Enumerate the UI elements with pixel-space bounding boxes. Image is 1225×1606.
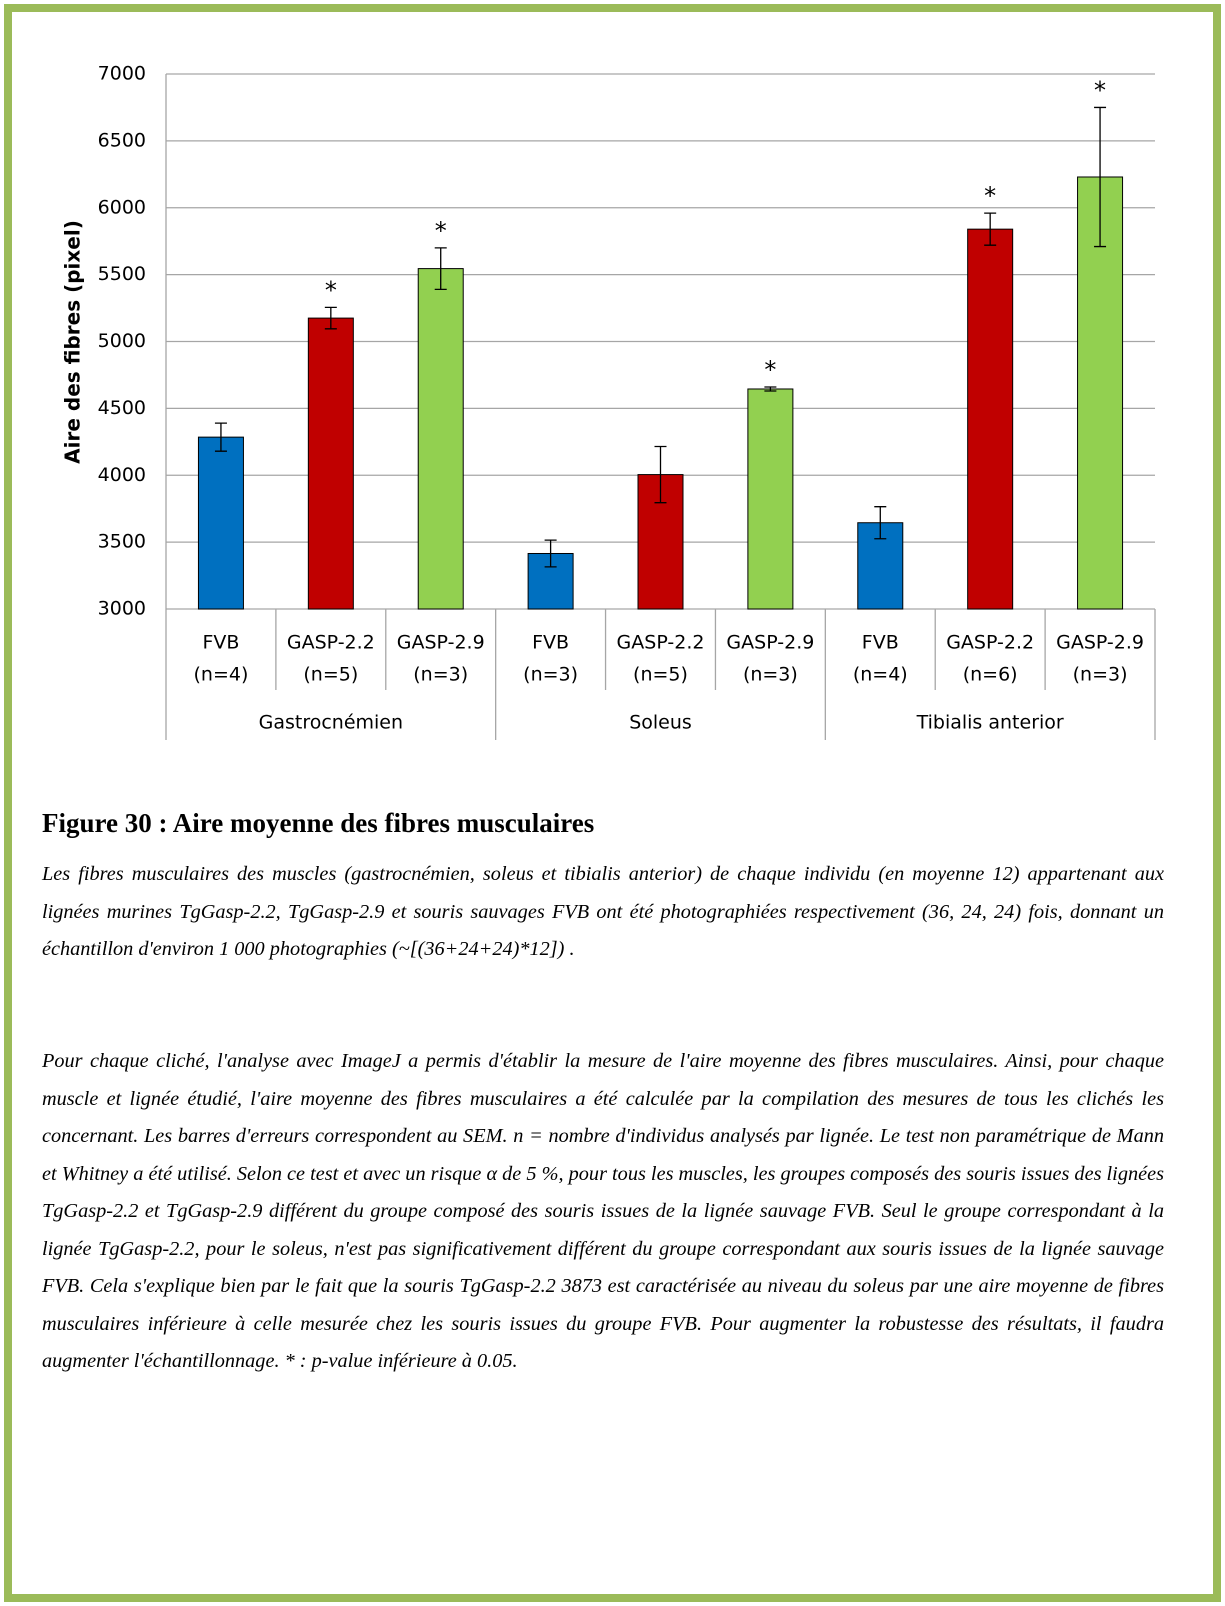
y-tick-label: 3500 [98,531,146,553]
figure-title: Figure 30 : Aire moyenne des fibres musc… [42,808,595,838]
caption-paragraph: Pour chaque cliché, l'analyse avec Image… [42,1050,1164,1372]
x-tick-label: (n=4) [853,664,908,686]
x-tick-label: (n=3) [413,664,468,686]
y-tick-label: 3000 [98,598,146,620]
x-tick-label: (n=5) [633,664,688,686]
error-bar [1094,106,1107,248]
error-bar [874,506,887,540]
x-tick-label: GASP-2.9 [1056,632,1144,654]
x-tick-label: FVB [532,632,569,654]
y-tick-label: 4500 [98,397,146,419]
x-tick-label: (n=4) [193,664,248,686]
bar [197,436,244,610]
bar [417,268,464,610]
y-tick-label: 5500 [98,263,146,285]
significance-label: * [764,356,776,384]
y-tick-label: 7000 [98,63,146,85]
x-tick-label: FVB [862,632,899,654]
x-tick-label: GASP-2.2 [946,632,1034,654]
significance-label: * [325,276,337,304]
caption-paragraph: Les fibres musculaires des muscles (gast… [42,863,1164,960]
error-bar [324,306,337,330]
x-tick-label: GASP-2.9 [726,632,814,654]
error-bar [984,212,997,246]
significance-label: * [984,182,996,210]
chart: Aire des fibres (pixel) 3000 3500 4000 4500… [61,63,1156,740]
bar [307,317,354,610]
error-bar [214,422,227,452]
error-bar [764,386,777,392]
error-bar [434,247,447,290]
x-tick-label: GASP-2.2 [287,632,375,654]
frame [4,4,1221,1602]
x-tick-label: GASP-2.9 [397,632,485,654]
significance-label: * [435,217,447,245]
group-label: Soleus [629,712,692,734]
error-bar [654,445,667,504]
x-tick-label: (n=3) [1073,664,1128,686]
group-label: Tibialis anterior [916,712,1064,734]
y-axis-label: Aire des fibres (pixel) [61,220,85,464]
bar [967,228,1014,610]
x-tick-label: (n=5) [303,664,358,686]
y-tick-label: 6000 [98,196,146,218]
significance-label: * [1094,76,1106,104]
error-bar [544,539,557,568]
x-tick-label: (n=6) [963,664,1018,686]
x-tick-label: (n=3) [743,664,798,686]
x-tick-label: GASP-2.2 [617,632,705,654]
x-tick-label: (n=3) [523,664,578,686]
x-tick-label: FVB [202,632,239,654]
y-tick-label: 4000 [98,464,146,486]
bar [747,388,794,610]
group-label: Gastrocnémien [259,712,403,734]
y-tick-label: 6500 [98,129,146,151]
y-tick-label: 5000 [98,330,146,352]
